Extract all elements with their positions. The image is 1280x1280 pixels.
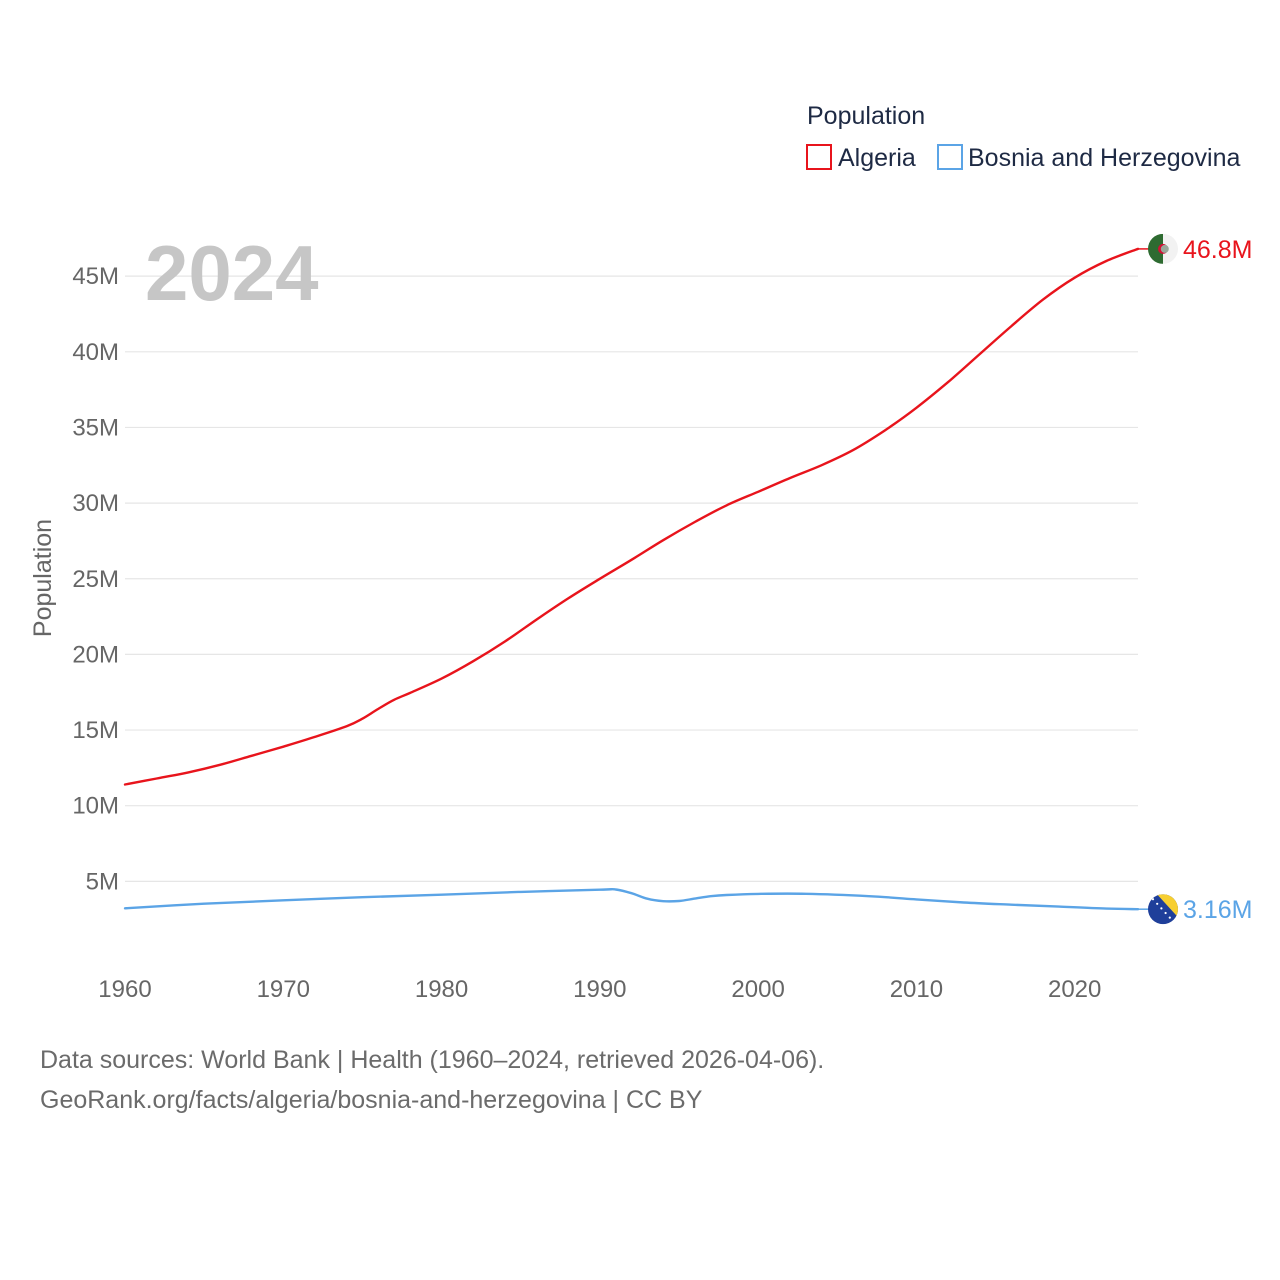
legend-label-bosnia-and-herzegovina: Bosnia and Herzegovina (968, 144, 1240, 172)
year-label: 2024 (145, 229, 319, 317)
bosnia-flag-icon (1148, 894, 1178, 925)
source-line-2: GeoRank.org/facts/algeria/bosnia-and-her… (40, 1086, 703, 1114)
y-tick-label: 30M (72, 490, 119, 517)
y-axis-label: Population (29, 519, 57, 637)
grid (125, 275, 1138, 882)
legend-title: Population (807, 102, 925, 130)
y-axis: 5M 10M 15M 20M 25M 30M 35M 40M 45M (72, 263, 119, 895)
y-tick-label: 35M (72, 414, 119, 441)
x-tick-label: 1990 (573, 976, 626, 1003)
end-label-algeria: 46.8M (1183, 236, 1252, 264)
y-tick-label: 15M (72, 717, 119, 744)
y-tick-label: 40M (72, 339, 119, 366)
legend-swatch-algeria (806, 144, 832, 170)
end-label-bosnia-and-herzegovina: 3.16M (1183, 896, 1252, 924)
y-tick-label: 45M (72, 263, 119, 290)
x-tick-label: 2020 (1048, 976, 1101, 1003)
y-tick-label: 10M (72, 793, 119, 820)
series-lines (123, 247, 1140, 911)
y-tick-label: 20M (72, 641, 119, 668)
legend: Population Algeria Bosnia and Herzegovin… (806, 102, 1240, 172)
algeria-flag-icon (1148, 233, 1178, 264)
x-tick-label: 1980 (415, 976, 468, 1003)
x-tick-label: 1970 (257, 976, 310, 1003)
x-tick-label: 1960 (98, 976, 151, 1003)
series-line-algeria (123, 247, 1140, 786)
legend-item-bosnia-and-herzegovina[interactable]: Bosnia and Herzegovina (937, 144, 1240, 172)
series-end-markers: 46.8M 3.16M (1138, 233, 1252, 925)
legend-label-algeria: Algeria (838, 144, 916, 172)
y-tick-label: 25M (72, 566, 119, 593)
legend-swatch-bosnia-and-herzegovina (937, 144, 963, 170)
source-footer: Data sources: World Bank | Health (1960–… (40, 1040, 824, 1120)
x-axis: 1960 1970 1980 1990 2000 2010 2020 (98, 976, 1101, 1003)
series-line-bosnia-and-herzegovina (123, 887, 1140, 911)
source-line-1: Data sources: World Bank | Health (1960–… (40, 1046, 825, 1074)
x-tick-label: 2010 (890, 976, 943, 1003)
x-tick-label: 2000 (731, 976, 784, 1003)
legend-item-algeria[interactable]: Algeria (806, 144, 916, 172)
y-tick-label: 5M (86, 868, 119, 895)
